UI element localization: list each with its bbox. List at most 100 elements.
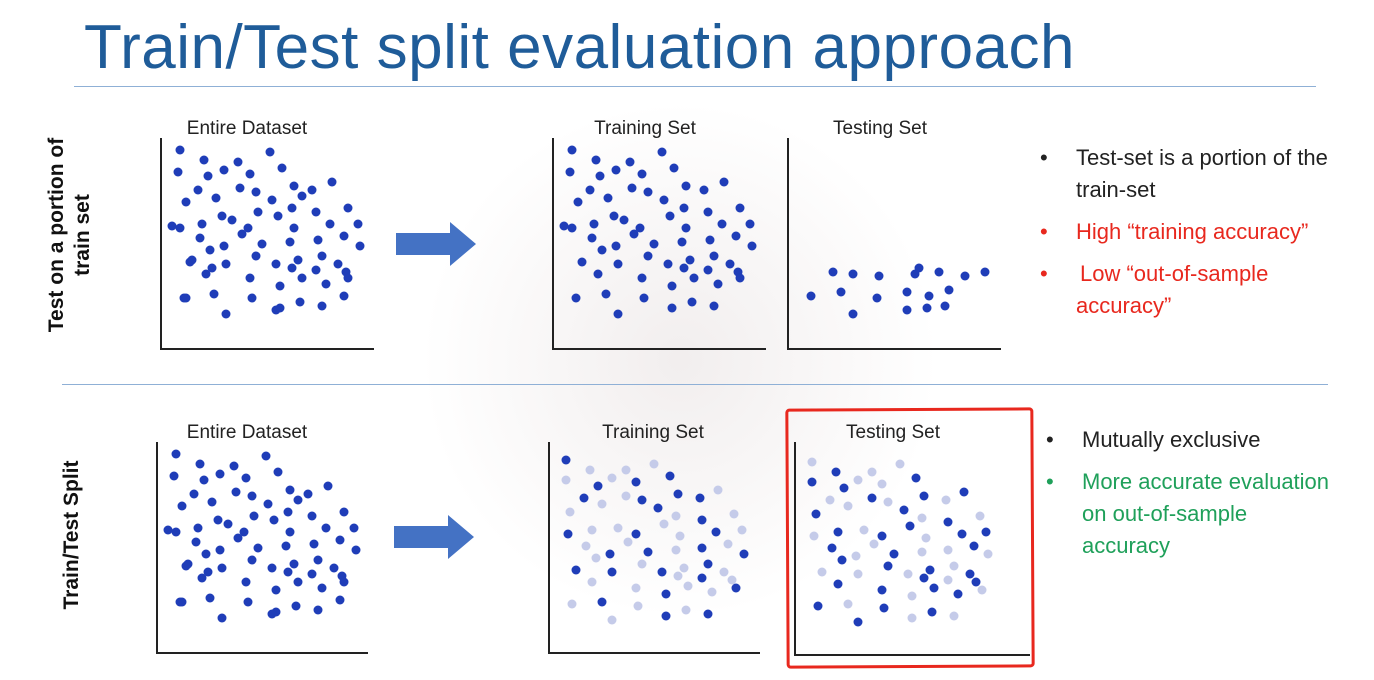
data-point [257, 239, 267, 249]
data-point [827, 543, 837, 553]
data-point [731, 231, 741, 241]
faded-data-point [949, 611, 959, 621]
row1-entire-dataset-plot [160, 138, 374, 350]
data-point [703, 559, 713, 569]
data-point [585, 185, 595, 195]
data-point [245, 169, 255, 179]
faded-data-point [681, 605, 691, 615]
data-point [713, 279, 723, 289]
faded-data-point [633, 601, 643, 611]
data-point [667, 281, 677, 291]
data-point [323, 481, 333, 491]
data-point [287, 263, 297, 273]
faded-data-point [729, 509, 739, 519]
data-point [199, 155, 209, 165]
data-point [211, 193, 221, 203]
data-point [667, 303, 677, 313]
faded-data-point [921, 533, 931, 543]
faded-data-point [867, 467, 877, 477]
faded-data-point [843, 501, 853, 511]
faded-data-point [719, 567, 729, 577]
faded-data-point [883, 497, 893, 507]
data-point [201, 549, 211, 559]
data-point [231, 487, 241, 497]
faded-data-point [587, 577, 597, 587]
data-point [219, 165, 229, 175]
data-point [307, 185, 317, 195]
data-point [273, 211, 283, 221]
data-point [313, 555, 323, 565]
data-point [597, 245, 607, 255]
data-point [867, 493, 877, 503]
data-point [233, 533, 243, 543]
data-point [209, 289, 219, 299]
data-point [627, 183, 637, 193]
data-point [697, 543, 707, 553]
data-point [205, 245, 215, 255]
faded-data-point [943, 545, 953, 555]
data-point [309, 539, 319, 549]
data-point [944, 285, 954, 295]
data-point [217, 563, 227, 573]
row-divider [62, 384, 1328, 385]
data-point [193, 523, 203, 533]
data-point [221, 309, 231, 319]
row2-bullet-1: • Mutually exclusive [1046, 424, 1336, 456]
faded-data-point [983, 549, 993, 559]
faded-data-point [613, 523, 623, 533]
data-point [567, 145, 577, 155]
data-point [199, 475, 209, 485]
data-point [595, 171, 605, 181]
row1-entire-dataset-title: Entire Dataset [186, 118, 308, 139]
data-point [685, 255, 695, 265]
data-point [605, 549, 615, 559]
data-point [679, 203, 689, 213]
data-point [289, 223, 299, 233]
faded-data-point [713, 485, 723, 495]
data-point [197, 219, 207, 229]
row2-entire-dataset-title: Entire Dataset [186, 422, 308, 443]
data-point [697, 573, 707, 583]
data-point [245, 273, 255, 283]
data-point [980, 267, 990, 277]
bullet-dot-icon: • [1040, 261, 1048, 286]
data-point [914, 263, 924, 273]
data-point [924, 291, 934, 301]
data-point [289, 181, 299, 191]
faded-data-point [673, 571, 683, 581]
data-point [669, 163, 679, 173]
faded-data-point [869, 539, 879, 549]
faded-data-point [727, 575, 737, 585]
row1-testing-set-title: Testing Set [833, 118, 927, 139]
data-point [203, 171, 213, 181]
data-point [637, 273, 647, 283]
data-point [811, 509, 821, 519]
data-point [291, 601, 301, 611]
data-point [635, 223, 645, 233]
data-point [173, 167, 183, 177]
faded-data-point [607, 473, 617, 483]
faded-data-point [917, 513, 927, 523]
data-point [637, 169, 647, 179]
data-point [619, 215, 629, 225]
data-point [661, 589, 671, 599]
data-point [631, 477, 641, 487]
faded-data-point [809, 531, 819, 541]
data-point [311, 207, 321, 217]
data-point [697, 515, 707, 525]
data-point [940, 301, 950, 311]
row1-testing-set-plot [787, 138, 1001, 350]
data-point [922, 303, 932, 313]
data-point [271, 585, 281, 595]
data-point [303, 489, 313, 499]
data-point [969, 541, 979, 551]
row1-bullet-3-text: Low “out-of-sample accuracy” [1076, 261, 1269, 318]
data-point [731, 583, 741, 593]
data-point [175, 223, 185, 233]
data-point [285, 527, 295, 537]
data-point [607, 567, 617, 577]
data-point [227, 215, 237, 225]
data-point [263, 499, 273, 509]
data-point [717, 219, 727, 229]
data-point [215, 545, 225, 555]
